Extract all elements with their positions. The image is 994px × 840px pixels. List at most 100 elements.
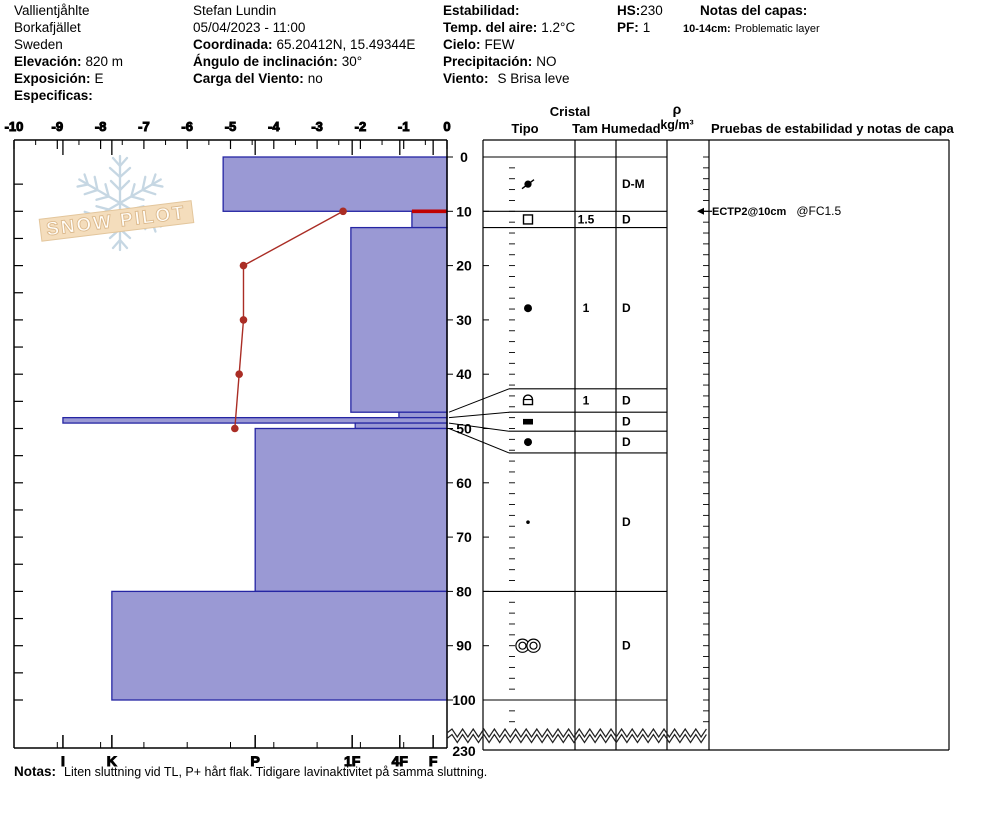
- specifics-line: Especificas:: [14, 87, 123, 104]
- stability-test-note: ECTP2@10cm @FC1.5: [712, 204, 841, 218]
- hardness-axis-label: 1F: [344, 753, 361, 769]
- logo-banner-bg: [38, 200, 195, 242]
- wind-loading-value: no: [307, 71, 323, 86]
- depth-label-100: 100: [452, 692, 476, 708]
- snowpilot-logo: SNOW PILOT: [38, 154, 195, 252]
- depth-label-60: 60: [456, 475, 472, 491]
- sky-value: FEW: [484, 37, 515, 52]
- layer-bar-80-100cm: [111, 590, 448, 701]
- temp-axis-label: -2: [355, 119, 367, 134]
- header-col-observer: Stefan Lundin 05/04/2023 - 11:00 Coordin…: [193, 2, 415, 87]
- tam-column-header: Tam: [572, 121, 598, 136]
- elevation-value: 820 m: [85, 54, 124, 69]
- temp-axis-label: -3: [311, 119, 323, 134]
- temp-profile-line: [234, 210, 344, 429]
- temp-axis-label: -6: [181, 119, 193, 134]
- air-temp-label: Temp. del aire:: [443, 20, 538, 35]
- grain-symbol-FC: [522, 214, 534, 225]
- precip-line: Precipitación: NO: [443, 53, 575, 70]
- location-range: Borkafjället: [14, 20, 81, 35]
- test-layer-text: @FC1.5: [796, 204, 842, 218]
- wetness-cell: D-M: [622, 177, 645, 191]
- location-name: Vallientjåhlte: [14, 3, 90, 18]
- observation-datetime: 05/04/2023 - 11:00: [193, 20, 306, 35]
- hs-value: 230: [640, 3, 663, 18]
- grain-symbol-RG: [524, 304, 532, 313]
- temp-axis-label: -8: [95, 119, 107, 134]
- wetness-cell: D: [622, 515, 631, 529]
- depth-label-90: 90: [456, 638, 472, 654]
- layer-notes-title: Notas del capas:: [700, 3, 808, 18]
- hardness-axis-label: 4F: [392, 753, 409, 769]
- pf-value: 1: [642, 20, 651, 35]
- wetness-cell: D: [622, 212, 631, 226]
- depth-break-zigzag: [446, 727, 707, 739]
- stability-label: Estabilidad:: [443, 3, 520, 18]
- depth-label-20: 20: [456, 258, 472, 274]
- grain-symbol-DF: [521, 179, 535, 190]
- layer-note-text: Problematic layer: [734, 23, 820, 35]
- hardness-bars: [62, 156, 448, 701]
- depth-label-80: 80: [456, 583, 472, 599]
- pit-notes-text: Liten sluttning vid TL, P+ hårt flak. Ti…: [64, 765, 488, 779]
- depth-label-40: 40: [456, 366, 472, 382]
- grain-symbol-FCxr: [522, 394, 534, 406]
- temp-axis-label: -1: [398, 119, 410, 134]
- slope-angle-line: Ángulo de inclinación: 30°: [193, 53, 415, 70]
- depth-label-70: 70: [456, 529, 472, 545]
- tipo-column-header: Tipo: [511, 121, 539, 136]
- header-col-location: Vallientjåhlte Borkafjället Sweden Eleva…: [14, 2, 123, 104]
- header-col-weather: Estabilidad: Temp. del aire: 1.2°C Cielo:…: [443, 2, 575, 87]
- grain-size-cell: 1: [583, 394, 590, 408]
- chart-axes: -10 -9 -8 -7 -6 -5 -4 -3 -2 -1 0I K P 1F 4F F: [4, 119, 451, 770]
- hardness-axis-label: I: [61, 753, 65, 769]
- pit-notes-line: Notas: Liten sluttning vid TL, P+ hårt fl…: [14, 764, 487, 779]
- wind-label: Viento:: [443, 71, 489, 86]
- logo-banner: SNOW PILOT: [38, 200, 195, 242]
- temp-axis-label: -10: [5, 119, 24, 134]
- test-result-text: ECTP2@10cm: [712, 206, 787, 218]
- temp-profile: [231, 207, 347, 433]
- wind-value: S Brisa leve: [497, 71, 570, 86]
- humedad-column-header: Humedad: [601, 121, 661, 136]
- fan-connector: [448, 428, 510, 454]
- test-arrow: [697, 207, 712, 215]
- depth-label-10: 10: [456, 203, 472, 219]
- layer-bar-10-13cm: [411, 210, 448, 229]
- wind-loading-line: Carga del Viento: no: [193, 70, 415, 87]
- specifics-label: Especificas:: [14, 88, 93, 103]
- layer-bar-0-10cm: [222, 156, 448, 212]
- sky-line: Cielo: FEW: [443, 36, 575, 53]
- hardness-axis-label: P: [251, 753, 260, 769]
- observer-name: Stefan Lundin: [193, 3, 277, 18]
- layer-notes-title-line: Notas del capas:: [683, 2, 820, 19]
- layer-bar-13-47cm: [350, 226, 448, 413]
- grain-symbol-RGsm: [526, 520, 530, 524]
- depth-break-zigzag: [446, 733, 707, 744]
- precip-label: Precipitación:: [443, 54, 533, 69]
- stability-line: Estabilidad:: [443, 2, 575, 19]
- wetness-cell: D: [622, 435, 631, 449]
- fan-connector: [448, 422, 510, 432]
- logo-text: SNOW PILOT: [45, 203, 187, 241]
- test-arrow-head: [697, 207, 704, 215]
- wetness-cell: D: [622, 639, 631, 653]
- coordinates-line: Coordinada: 65.20412N, 15.49344E: [193, 36, 415, 53]
- cristal-header: Cristal: [549, 104, 591, 119]
- hs-label: HS:: [617, 3, 641, 18]
- sky-label: Cielo:: [443, 37, 481, 52]
- temp-point-30cm: [239, 316, 248, 324]
- crystal-table-grid: [448, 139, 950, 751]
- layer-bar-48-49cm: [62, 416, 448, 424]
- layer-bar-47-48cm: [398, 411, 448, 419]
- fan-connector: [448, 388, 510, 413]
- depth-label-50: 50: [456, 421, 472, 437]
- total-depth-label: 230: [452, 743, 476, 759]
- density-symbol-header: ρ: [672, 101, 682, 117]
- temp-point-10cm: [339, 207, 347, 216]
- header-col-hs: HS:230 PF: 1: [617, 2, 663, 36]
- slope-angle-label: Ángulo de inclinación:: [193, 54, 338, 69]
